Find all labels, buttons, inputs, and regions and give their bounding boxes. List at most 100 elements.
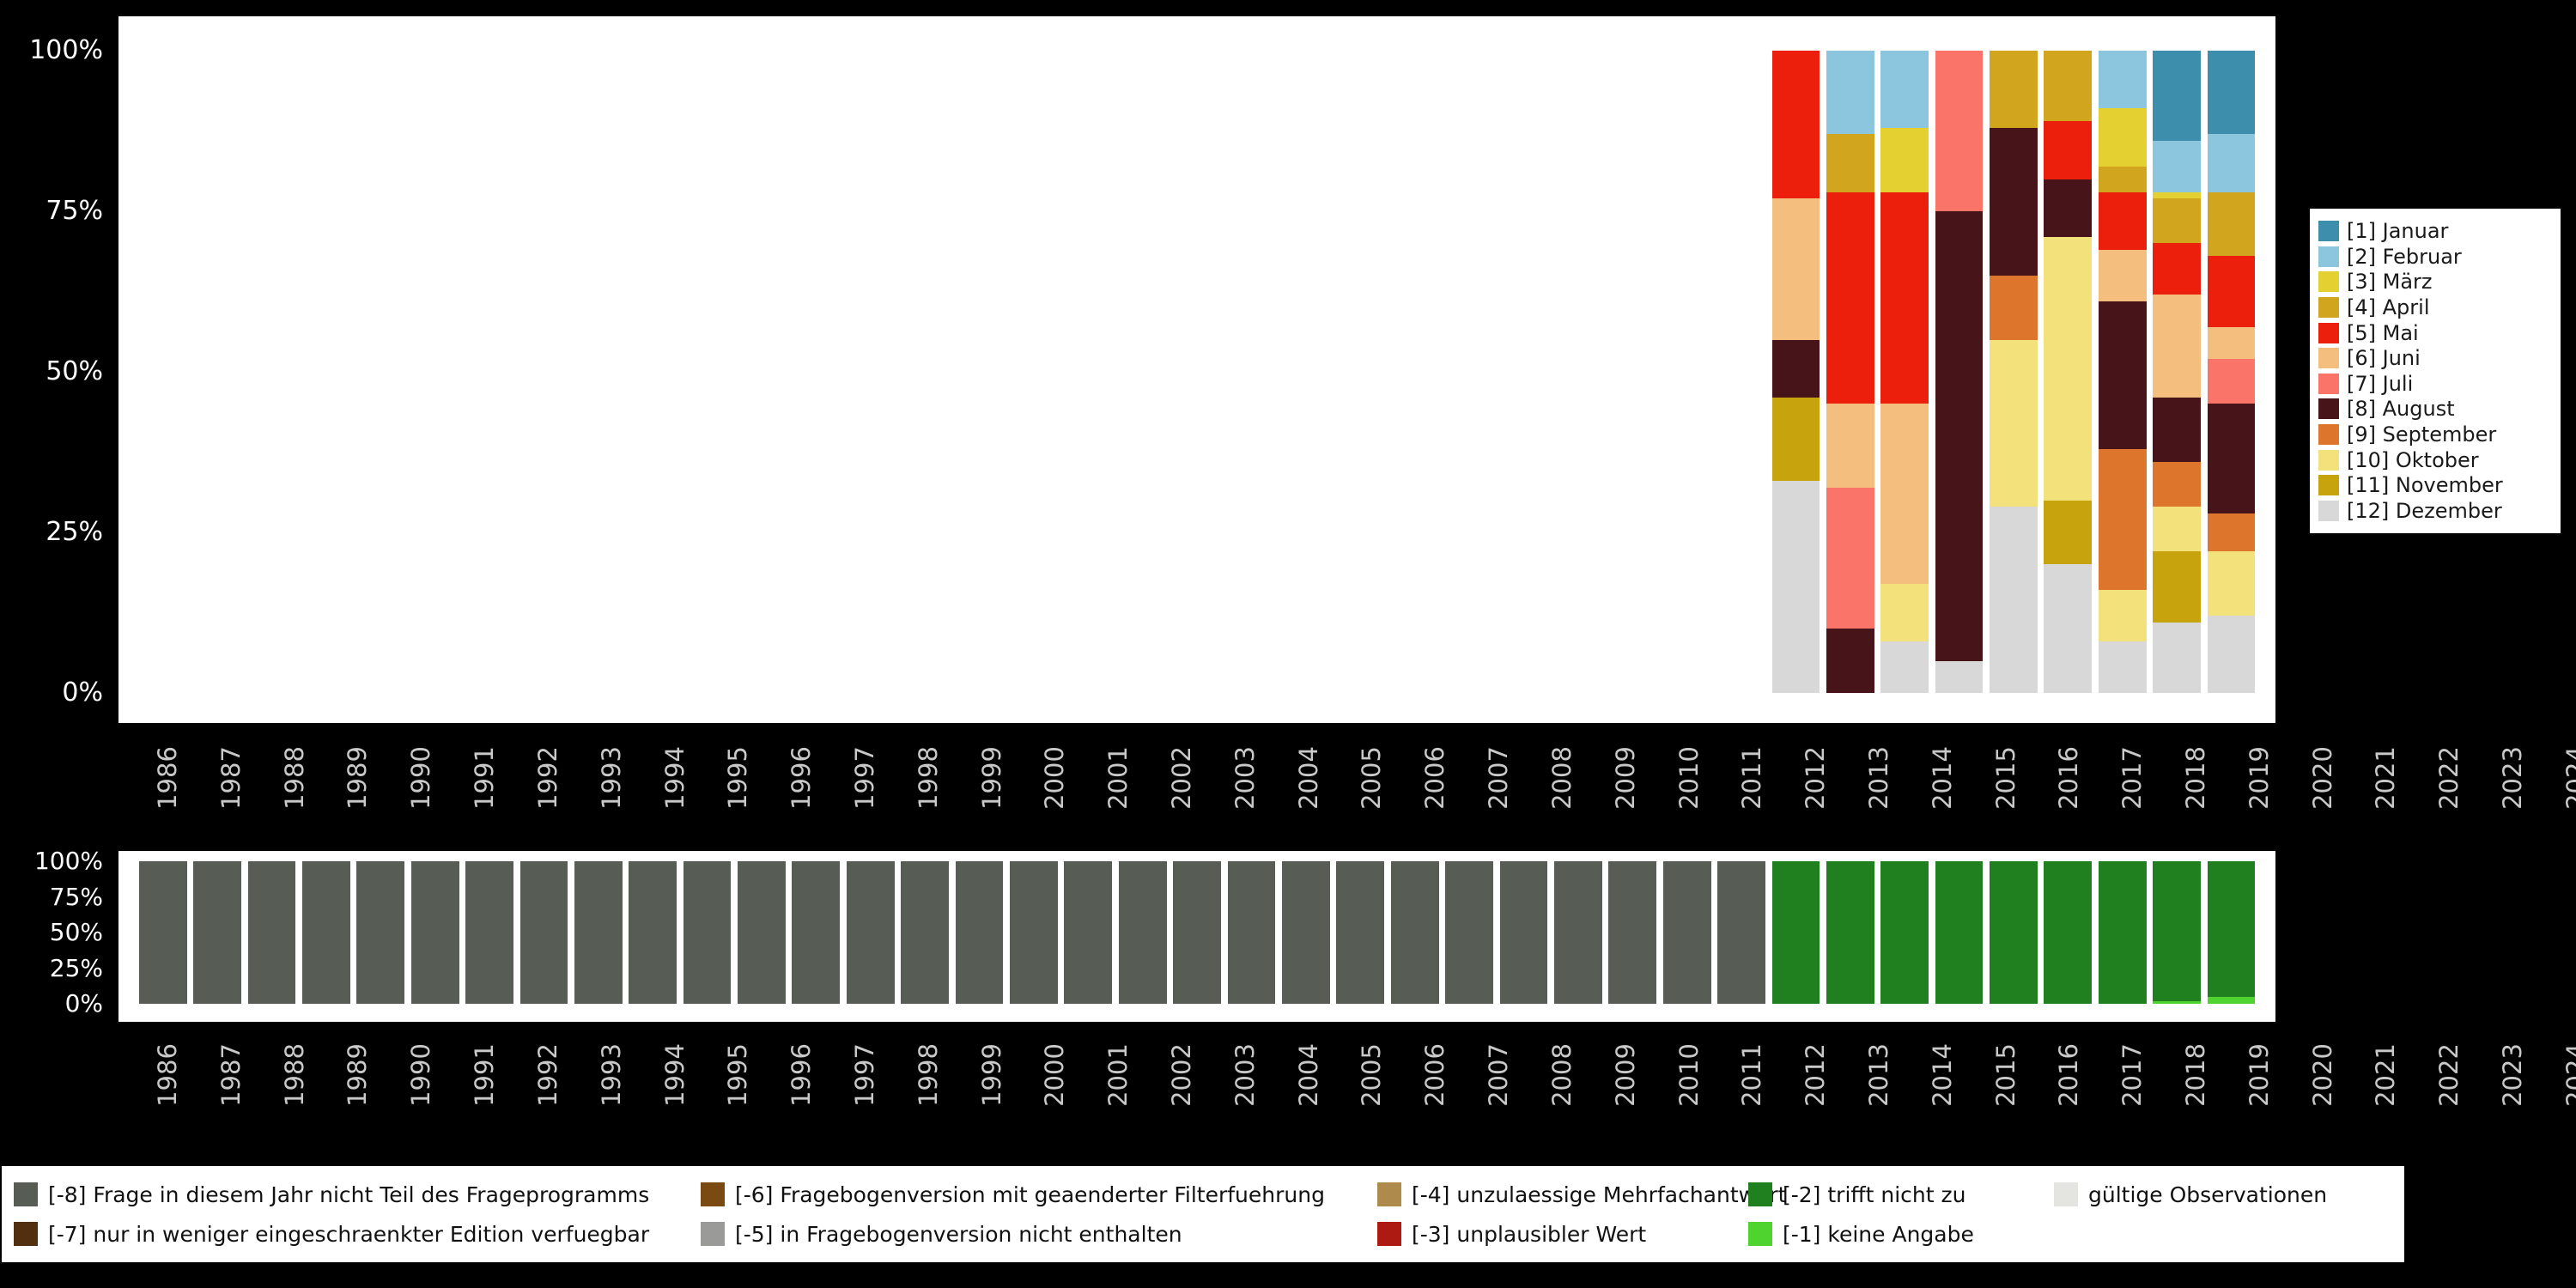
legend-swatch-8 [2318,398,2339,420]
top-x-tick-label: 2003 [1230,746,1260,810]
legend-label-2: [2] Februar [2347,244,2462,269]
top-segment-2024-code-10 [2207,551,2256,617]
legend-swatch-4 [2318,296,2339,318]
bottom-bar-2023 [2153,861,2202,1004]
top-x-tick-label: 2006 [1420,746,1450,810]
top-segment-2019-code-12 [1935,660,1984,693]
bottom-bar-1999 [846,861,895,1004]
bottom-x-tick-1990: 1990 [389,1029,453,1121]
bottom-x-tick-label: 1990 [406,1043,436,1107]
top-bar-slot-2022 [2095,51,2149,693]
top-x-tick-label: 1991 [469,746,499,810]
bottom-x-tick-2004: 2004 [1277,1029,1340,1121]
bottom-chart-panel [118,851,2275,1022]
bottom-segment-2008-code--8 [1336,861,1385,1004]
bottom-bar-slot-2004 [1115,861,1170,1004]
top-x-tick-2004: 2004 [1277,732,1340,824]
legend-label-7: [7] Juli [2347,371,2414,396]
top-segment-2023-code-8 [2153,397,2202,462]
top-bar-slot-2000 [897,51,951,693]
top-segment-2018-code-10 [1880,583,1929,642]
legend-swatch-valid [2054,1182,2078,1206]
top-bar-slot-2012 [1551,51,1605,693]
bottom-segment-2007-code--8 [1282,861,1330,1004]
bottom-segment-1987-code--8 [193,861,241,1004]
top-segment-2018-code-12 [1880,641,1929,693]
top-bar-slot-2014 [1660,51,1714,693]
bottom-segment-1997-code--8 [738,861,786,1004]
bottom-bar-slot-2019 [1932,861,1986,1004]
legend-label-9: [9] September [2347,422,2497,447]
legend-label-8: [8] August [2347,397,2455,422]
bottom-bar-2015 [1717,861,1765,1004]
bottom-x-tick-label: 2001 [1103,1043,1133,1107]
legend-swatch--2 [1748,1182,1772,1206]
bottom-bar-slot-2020 [1986,861,2040,1004]
bottom-x-tick-2015: 2015 [1974,1029,2038,1121]
top-x-tick-label: 1989 [343,746,373,810]
top-x-tick-2010: 2010 [1657,732,1721,824]
top-segment-2020-code-12 [1990,507,2038,693]
top-x-tick-2012: 2012 [1783,732,1847,824]
top-bar-slot-2016 [1769,51,1823,693]
bottom-x-tick-label: 2019 [2244,1043,2274,1107]
month-legend: [1] Januar [2] Februar [3] März [4] April [5… [2310,209,2561,533]
top-x-tick-label: 2018 [2180,746,2210,810]
bottom-x-tick-label: 2020 [2307,1043,2337,1107]
bottom-x-tick-label: 2008 [1546,1043,1577,1107]
bottom-x-tick-label: 2017 [2117,1043,2148,1107]
bottom-bar-2016 [1771,861,1820,1004]
legend-label--1: [-1] keine Angabe [1783,1221,1974,1247]
top-x-tick-label: 2000 [1040,746,1070,810]
bottom-bar-2009 [1390,861,1439,1004]
legend-swatch--4 [1377,1182,1401,1206]
bottom-bar-2012 [1553,861,1602,1004]
bottom-bar-slot-1992 [462,861,516,1004]
top-x-tick-1997: 1997 [833,732,896,824]
bottom-x-tick-1992: 1992 [516,1029,580,1121]
top-x-tick-label: 1992 [532,746,562,810]
top-bar-slot-1995 [626,51,680,693]
top-segment-2021-code-8 [2044,179,2093,237]
bottom-x-tick-1991: 1991 [453,1029,516,1121]
bottom-segment-2005-code--8 [1173,861,1221,1004]
bottom-x-tick-label: 1992 [532,1043,562,1107]
bottom-bar-slot-1990 [354,861,408,1004]
bottom-x-tick-label: 2014 [1927,1043,1957,1107]
bottom-segment-2002-code--8 [1010,861,1058,1004]
bottom-bar-slot-1998 [789,861,843,1004]
bottom-bar-slot-2008 [1334,861,1388,1004]
legend-swatch-7 [2318,373,2339,394]
top-x-tick-label: 2020 [2307,746,2337,810]
top-bar-2018 [1880,51,1929,693]
legend-label--5: [-5] in Fragebogenversion nicht enthalte… [735,1221,1182,1247]
top-bar-2024 [2207,51,2256,693]
legend-item-9: [9] September [2318,422,2552,447]
top-segment-2020-code-4 [1990,51,2038,128]
top-bar-slot-1988 [245,51,299,693]
top-x-tick-2005: 2005 [1340,732,1403,824]
bottom-segment-1989-code--8 [301,861,350,1004]
legend-label--2: [-2] trifft nicht zu [1783,1182,1966,1207]
top-x-tick-2009: 2009 [1594,732,1657,824]
top-segment-2023-code-6 [2153,295,2202,398]
top-bar-slot-2018 [1878,51,1932,693]
top-x-tick-label: 2023 [2497,746,2527,810]
top-segment-2021-code-10 [2044,236,2093,501]
legend-swatch--7 [14,1222,38,1246]
bottom-bar-slot-1988 [245,861,299,1004]
bottom-x-tick-label: 2011 [1737,1043,1767,1107]
bottom-segment-1998-code--8 [792,861,841,1004]
top-bar-slot-2021 [2041,51,2095,693]
bottom-x-tick-label: 2002 [1166,1043,1196,1107]
legend-label-valid: gültige Observationen [2088,1182,2328,1207]
bottom-x-tick-1987: 1987 [199,1029,263,1121]
top-y-tick-25: 25% [46,516,103,547]
top-segment-2017-code-2 [1826,51,1874,135]
bottom-x-tick-label: 1994 [659,1043,690,1107]
bottom-x-tick-2020: 2020 [2291,1029,2354,1121]
bottom-segment-2023-code--2 [2153,861,2202,1001]
top-x-tick-label: 2011 [1737,746,1767,810]
top-bar-slot-2004 [1115,51,1170,693]
legend-swatch--6 [701,1182,725,1206]
